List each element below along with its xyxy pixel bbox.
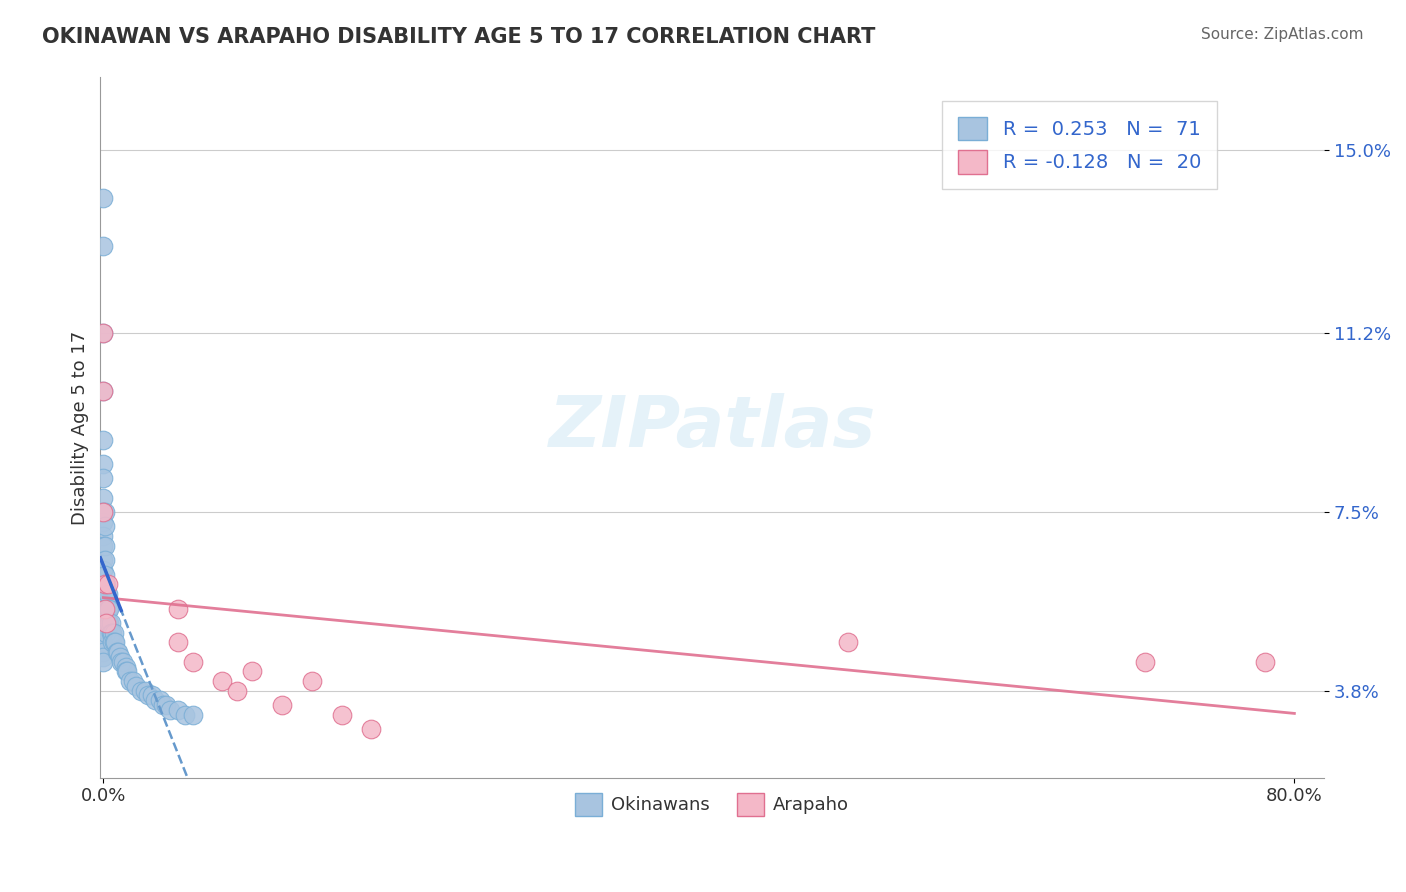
Point [91, 191, 114, 205]
Point [211, 673, 233, 688]
Point [271, 698, 294, 713]
Point [105, 645, 128, 659]
Point [174, 707, 197, 722]
Point [91, 649, 114, 664]
Text: Source: ZipAtlas.com: Source: ZipAtlas.com [1201, 27, 1364, 42]
Point [94, 601, 117, 615]
Point [96, 625, 118, 640]
Point [166, 635, 188, 649]
Point [122, 673, 145, 688]
Point [94, 519, 117, 533]
Point [103, 625, 125, 640]
Point [240, 665, 263, 679]
Point [94, 567, 117, 582]
Y-axis label: Disability Age 5 to 17: Disability Age 5 to 17 [72, 330, 89, 524]
Point [837, 635, 859, 649]
Point [91, 539, 114, 553]
Point [125, 679, 148, 693]
Point [134, 683, 156, 698]
Point [94, 505, 117, 519]
Point [91, 645, 114, 659]
Point [145, 693, 167, 707]
Point [91, 491, 114, 505]
Point [1135, 655, 1157, 669]
Point [100, 625, 122, 640]
Point [136, 689, 159, 703]
Point [129, 683, 152, 698]
Point [91, 326, 114, 341]
Point [91, 529, 114, 543]
Point [91, 457, 114, 471]
Point [96, 577, 118, 591]
Point [91, 563, 114, 577]
Point [103, 635, 125, 649]
Point [181, 707, 204, 722]
Point [97, 577, 120, 591]
Text: ZIPatlas: ZIPatlas [548, 393, 876, 462]
Point [360, 723, 382, 737]
Point [97, 601, 120, 615]
Point [149, 693, 172, 707]
Point [91, 607, 114, 621]
Point [96, 615, 118, 630]
Point [91, 384, 114, 399]
Point [330, 707, 353, 722]
Point [91, 433, 114, 447]
Point [115, 665, 138, 679]
Point [91, 635, 114, 649]
Point [97, 587, 120, 601]
Point [91, 505, 114, 519]
Point [91, 655, 114, 669]
Point [91, 553, 114, 567]
Point [1253, 655, 1275, 669]
Point [94, 601, 117, 615]
Point [91, 597, 114, 611]
Point [166, 703, 188, 717]
Point [96, 607, 118, 621]
Point [91, 640, 114, 655]
Point [301, 673, 323, 688]
Point [101, 625, 124, 640]
Point [91, 326, 114, 341]
Point [91, 515, 114, 529]
Text: OKINAWAN VS ARAPAHO DISABILITY AGE 5 TO 17 CORRELATION CHART: OKINAWAN VS ARAPAHO DISABILITY AGE 5 TO … [42, 27, 876, 46]
Point [155, 698, 177, 713]
Point [97, 615, 120, 630]
Point [94, 587, 117, 601]
Point [98, 601, 121, 615]
Point [114, 665, 136, 679]
Point [108, 649, 131, 664]
Point [91, 625, 114, 640]
Point [159, 703, 181, 717]
Point [94, 553, 117, 567]
Point [111, 655, 134, 669]
Point [100, 615, 122, 630]
Point [91, 505, 114, 519]
Point [107, 645, 129, 659]
Legend: Okinawans, Arapaho: Okinawans, Arapaho [567, 784, 858, 824]
Point [94, 539, 117, 553]
Point [91, 587, 114, 601]
Point [166, 601, 188, 615]
Point [181, 655, 204, 669]
Point [152, 698, 174, 713]
Point [226, 683, 249, 698]
Point [98, 615, 121, 630]
Point [94, 577, 117, 591]
Point [91, 615, 114, 630]
Point [96, 591, 118, 606]
Point [91, 239, 114, 253]
Point [91, 471, 114, 485]
Point [110, 655, 132, 669]
Point [104, 635, 127, 649]
Point [91, 577, 114, 591]
Point [101, 635, 124, 649]
Point [91, 384, 114, 399]
Point [141, 689, 163, 703]
Point [120, 673, 142, 688]
Point [114, 659, 136, 673]
